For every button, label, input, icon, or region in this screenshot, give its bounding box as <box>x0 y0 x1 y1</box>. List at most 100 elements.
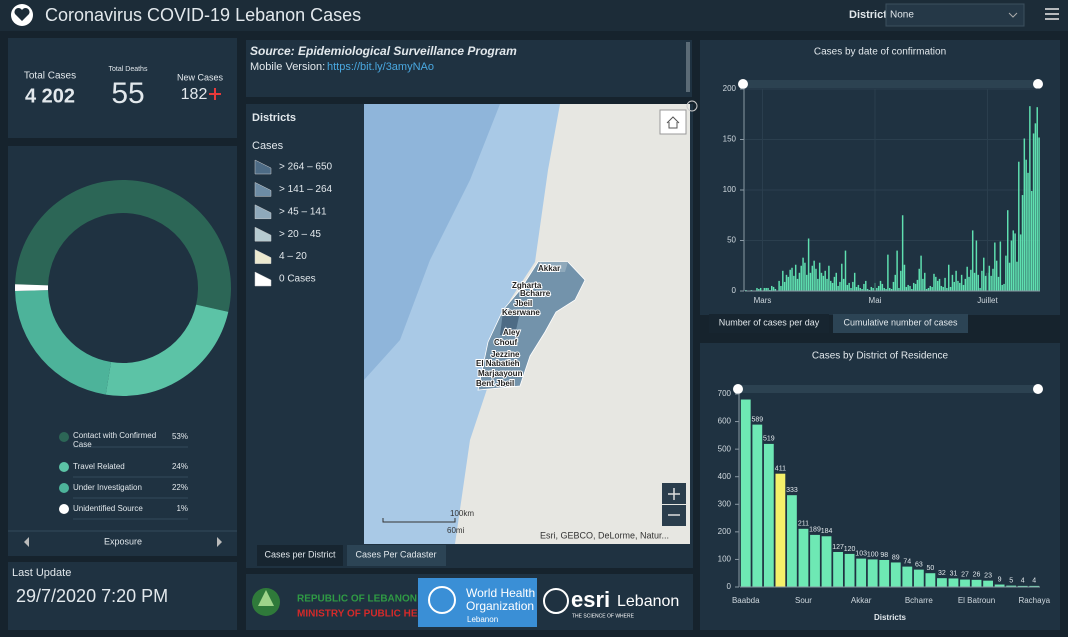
bar <box>1036 107 1038 292</box>
bar <box>846 284 849 291</box>
bar <box>903 264 906 291</box>
legend-item: Under Investigation <box>73 483 142 492</box>
bar <box>1010 240 1013 291</box>
home-button[interactable] <box>659 109 687 135</box>
bar <box>959 282 961 291</box>
bar <box>763 443 774 587</box>
bar <box>902 566 913 587</box>
bar <box>955 270 957 291</box>
district-label: Aley <box>503 328 520 337</box>
data-label: 31 <box>950 570 958 577</box>
legend-label: > 264 – 650 <box>279 162 333 173</box>
bar <box>962 284 965 291</box>
slider-handle[interactable] <box>733 384 743 394</box>
bar <box>867 559 878 587</box>
bar <box>1032 133 1035 291</box>
bar <box>1029 106 1031 291</box>
data-label: 127 <box>832 544 844 551</box>
bar <box>770 285 773 291</box>
bar <box>798 528 809 587</box>
bar <box>935 276 937 291</box>
slider-handle[interactable] <box>738 79 748 89</box>
bar <box>844 553 855 587</box>
mobile-link[interactable]: https://bit.ly/3amyNAo <box>327 61 434 73</box>
bar <box>890 288 893 291</box>
bar <box>942 286 944 291</box>
expand-button[interactable] <box>686 100 698 112</box>
data-label: 27 <box>961 571 969 578</box>
update-panel <box>8 562 237 630</box>
bar <box>835 272 838 291</box>
x-tick-label: Akkar <box>851 596 872 605</box>
scale-km: 100km <box>450 509 474 518</box>
slider-handle[interactable] <box>1033 79 1043 89</box>
map-title: Districts <box>252 112 296 124</box>
bar <box>960 579 970 587</box>
district-dropdown[interactable] <box>885 3 1025 27</box>
total-cases: 4 202 <box>25 85 75 107</box>
bar <box>767 287 769 291</box>
legend-value: 53% <box>172 432 188 441</box>
bar <box>925 573 936 587</box>
bar <box>877 285 880 291</box>
bar <box>924 272 926 291</box>
bar <box>911 288 913 291</box>
legend-swatch <box>254 159 272 175</box>
bar <box>752 424 763 587</box>
bar <box>824 270 826 291</box>
bar <box>833 276 836 291</box>
bar <box>806 274 808 291</box>
bar <box>937 578 947 587</box>
bar <box>983 257 985 291</box>
bar <box>975 240 978 291</box>
bar <box>1012 230 1015 291</box>
menu-button[interactable] <box>1045 8 1059 20</box>
prev-button[interactable] <box>24 537 29 547</box>
chart-tab[interactable] <box>833 314 968 333</box>
data-label: 98 <box>880 552 888 559</box>
bar <box>907 284 909 291</box>
bar <box>920 255 922 291</box>
legend-swatch <box>254 271 272 287</box>
bar <box>833 551 843 587</box>
chart-tab[interactable] <box>709 314 829 333</box>
legend-label: Travel Related <box>73 462 125 471</box>
data-label: 120 <box>844 546 856 553</box>
data-label: 89 <box>892 554 900 561</box>
next-button[interactable] <box>217 537 222 547</box>
y-tick-label: 300 <box>718 499 732 508</box>
bar <box>839 281 841 291</box>
map-tab-active[interactable] <box>257 545 343 566</box>
moph-line1: REPUBLIC OF LEBANON <box>297 594 417 605</box>
bar <box>898 287 900 291</box>
bar <box>782 270 784 291</box>
bar <box>1017 585 1028 587</box>
y-tick-label: 0 <box>732 286 737 295</box>
bar <box>821 536 832 587</box>
map-tab[interactable] <box>347 545 446 566</box>
bar <box>888 287 891 291</box>
total-deaths: 55 <box>111 77 144 110</box>
slider-handle[interactable] <box>1033 384 1043 394</box>
bar <box>896 250 898 291</box>
bar <box>758 288 760 291</box>
bar <box>992 268 994 291</box>
bar <box>863 283 865 291</box>
data-label: 4 <box>1021 578 1025 585</box>
bar <box>894 274 897 291</box>
legend-swatch <box>254 204 272 220</box>
legend-title: Cases <box>252 140 284 152</box>
legend-value: 1% <box>176 504 188 513</box>
bar <box>944 277 946 291</box>
bar <box>953 281 956 291</box>
bar <box>1018 161 1020 291</box>
source-panel <box>246 40 692 97</box>
bar <box>796 278 799 291</box>
bar <box>783 281 786 291</box>
map <box>364 104 690 544</box>
chart-title: Cases by District of Residence <box>812 351 949 362</box>
bar <box>785 274 788 291</box>
bar <box>774 288 777 291</box>
legend-label: 0 Cases <box>279 274 316 285</box>
esri-tagline: THE SCIENCE OF WHERE <box>572 613 635 619</box>
